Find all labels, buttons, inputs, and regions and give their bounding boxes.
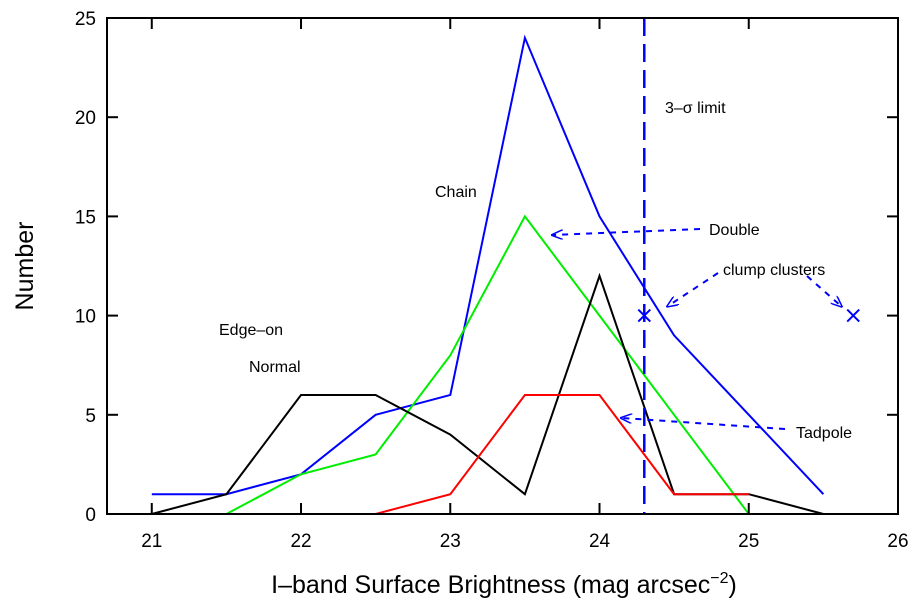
tick-layer: 21 22 23 24 25 26 0 5 10 15 20 25 xyxy=(75,9,909,552)
plot-frame xyxy=(106,17,899,515)
normal-label: Normal xyxy=(249,359,301,376)
clump-clusters-label: clump clusters xyxy=(723,262,825,279)
y-axis-title: Number xyxy=(11,222,39,311)
y-tick-label: 25 xyxy=(75,9,96,30)
x-tick-label: 25 xyxy=(738,531,759,552)
y-tick-label: 10 xyxy=(75,307,96,328)
y-tick-label: 20 xyxy=(75,108,96,129)
tadpole-arrow xyxy=(622,418,786,430)
x-axis-title-close: ) xyxy=(729,571,737,599)
y-tick-label: 0 xyxy=(85,505,96,526)
x-tick-label: 23 xyxy=(440,531,461,552)
limit-label: 3–σ limit xyxy=(665,100,726,117)
tadpole-label: Tadpole xyxy=(796,425,852,442)
clump-clusters-arrow-right xyxy=(806,275,841,306)
x-tick-label: 21 xyxy=(141,531,162,552)
y-tick-label: 15 xyxy=(75,207,96,228)
x-axis-title-main: I–band Surface Brightness (mag arcsec xyxy=(271,571,710,599)
x-tick-label: 26 xyxy=(887,531,908,552)
x-axis-title: I–band Surface Brightness (mag arcsec−2) xyxy=(271,570,737,599)
annotation-arrows xyxy=(553,228,841,430)
cross-marker-2 xyxy=(846,308,860,323)
double-label: Double xyxy=(709,222,760,239)
clump-clusters-arrow-left xyxy=(668,272,719,306)
marker-layer xyxy=(637,308,860,323)
series-line-double xyxy=(225,214,824,515)
x-tick-label: 24 xyxy=(589,531,611,552)
edge-on-label: Edge–on xyxy=(219,322,283,339)
double-arrow xyxy=(553,228,701,235)
x-axis-title-exponent: −2 xyxy=(710,570,728,587)
x-tick-label: 22 xyxy=(290,531,311,552)
chain-label: Chain xyxy=(435,184,477,201)
y-tick-label: 5 xyxy=(85,406,96,427)
series-line-tadpole xyxy=(151,394,749,515)
series-line-chain xyxy=(151,34,825,496)
